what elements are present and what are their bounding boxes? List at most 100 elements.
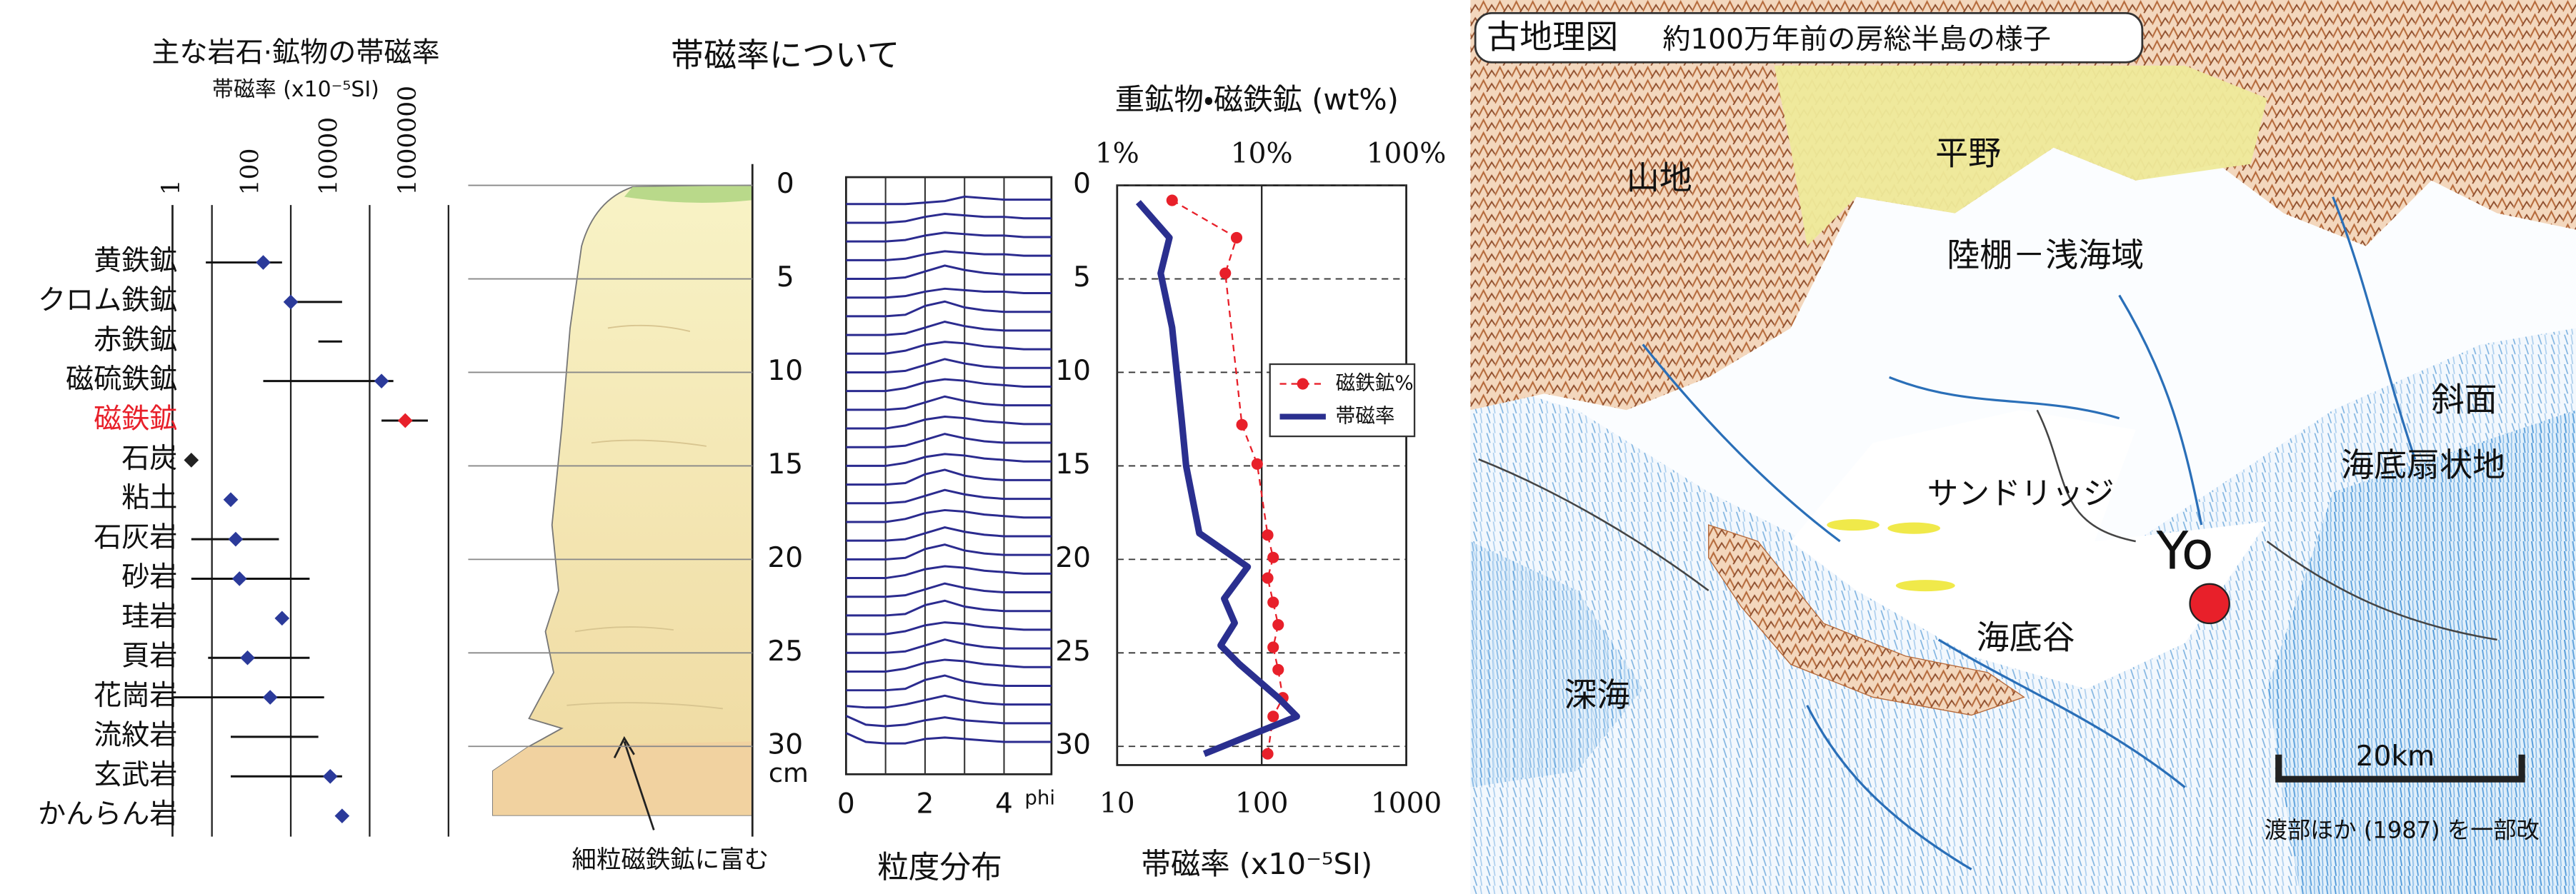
legend-label: 磁鉄鉱%	[1336, 371, 1414, 395]
data-point	[1267, 641, 1279, 653]
data-point	[1267, 597, 1279, 608]
data-point	[398, 413, 413, 428]
grain-curve	[846, 396, 1051, 410]
data-point	[224, 492, 239, 507]
data-point	[1262, 748, 1274, 760]
y-unit: cm	[769, 758, 809, 788]
core-drawing	[493, 164, 752, 837]
grain-curve	[846, 640, 1051, 653]
data-point	[184, 453, 199, 468]
category-label: 磁硫鉄鉱	[66, 363, 177, 396]
data-point	[1272, 664, 1284, 675]
grain-curve	[846, 566, 1051, 578]
grain-curve	[846, 583, 1051, 597]
chart-title: 主な岩石·鉱物の帯磁率	[151, 36, 439, 69]
category-label: 流紋岩	[94, 719, 177, 751]
grain-curve	[846, 470, 1051, 485]
y-tick-label: 25	[1055, 636, 1091, 668]
data-point	[323, 769, 338, 784]
data-point	[1267, 710, 1279, 722]
y-tick-label: 5	[1073, 261, 1091, 293]
grain-curve	[846, 233, 1051, 241]
map-credit: 渡部ほか (1987) を一部改	[2265, 817, 2540, 844]
data-point	[229, 532, 244, 547]
map-label: 斜面	[2432, 380, 2497, 418]
grain-curve	[846, 288, 1051, 297]
grain-curve	[846, 528, 1051, 541]
map-label: 山地	[1627, 159, 1692, 197]
legend-marker	[1297, 378, 1309, 390]
y-tick-label: 0	[1073, 168, 1091, 200]
category-label: 砂岩	[121, 561, 177, 593]
grain-curve	[846, 490, 1051, 503]
y-tick-label: 20	[767, 542, 803, 574]
y-tick-label: 30	[1055, 729, 1091, 761]
data-point	[1262, 573, 1274, 584]
x-tick-label: 10000	[315, 117, 344, 196]
grain-curve	[846, 434, 1051, 448]
grain-curve	[846, 545, 1051, 560]
grain-curve	[846, 266, 1051, 279]
x-tick-label: 0	[837, 788, 855, 820]
data-point	[1219, 268, 1231, 279]
map-label: 陸棚－浅海域	[1947, 236, 2144, 274]
category-label: 黄鉄鉱	[94, 245, 177, 277]
grain-curve	[846, 301, 1051, 316]
x-tick-label: 100	[236, 149, 264, 196]
x-tick-label: 100	[1235, 788, 1289, 820]
y-tick-label: 10	[1055, 355, 1091, 387]
x-tick-label: 4	[995, 788, 1013, 820]
y-tick-label: 15	[767, 448, 803, 481]
grain-curve	[846, 359, 1051, 373]
annotation: 細粒磁鉄鉱に富む	[571, 846, 769, 875]
category-label: かんらん岩	[38, 798, 177, 830]
grain-curve	[846, 623, 1051, 635]
data-point	[232, 571, 247, 586]
data-point	[240, 651, 255, 666]
data-point	[1267, 552, 1279, 563]
x-unit: phi	[1024, 786, 1055, 810]
chart-title: 帯磁率について	[671, 36, 899, 74]
data-point	[274, 611, 289, 626]
category-label: 石炭	[121, 443, 177, 475]
grain-curve	[846, 454, 1051, 466]
category-label: 玄武岩	[94, 759, 177, 791]
data-point	[1252, 458, 1263, 470]
y-tick-label: 20	[1055, 542, 1091, 574]
y-tick-label: 25	[767, 636, 803, 668]
category-label: 磁鉄鉱	[94, 403, 177, 436]
map-label: 深海	[1564, 675, 1629, 714]
grain-curve	[846, 196, 1051, 204]
category-label: 粘土	[121, 482, 177, 514]
data-point	[1167, 194, 1178, 206]
y-tick-label: 10	[767, 355, 803, 387]
paleogeographic-map: 古地理図 約100万年前の房総半島の様子 山地 平野 陸棚－浅海域 斜面 海底扇…	[1470, 0, 2576, 894]
data-point	[1262, 529, 1274, 541]
scale-label: 20km	[2356, 740, 2435, 773]
x-axis-label: 帯磁率 (x10⁻⁵SI)	[1141, 847, 1372, 881]
data-point	[374, 373, 389, 388]
category-label: 珪岩	[121, 601, 177, 633]
grain-curve	[846, 251, 1051, 260]
x-axis-label: 帯磁率 (x10⁻⁵SI)	[212, 77, 379, 102]
data-point	[1231, 232, 1242, 243]
category-label: クロム鉄鉱	[38, 284, 177, 316]
data-point	[284, 295, 299, 310]
grain-curve	[846, 214, 1051, 223]
grain-curve	[846, 417, 1051, 429]
grain-curve	[846, 675, 1051, 690]
grain-curve	[846, 716, 1051, 726]
grain-curve	[846, 660, 1051, 672]
figure: 古地理図 約100万年前の房総半島の様子 山地 平野 陸棚－浅海域 斜面 海底扇…	[0, 0, 2576, 894]
data-point	[263, 690, 278, 705]
grain-curve	[846, 321, 1051, 335]
legend-label: 帯磁率	[1336, 404, 1395, 428]
x2-tick-label: 10%	[1231, 138, 1293, 170]
grain-curve	[846, 510, 1051, 522]
data-point	[1272, 619, 1284, 631]
data-point	[1236, 419, 1247, 431]
y-tick-label: 30	[767, 729, 803, 761]
x-tick-label: 1	[157, 179, 186, 195]
grain-curve	[846, 601, 1051, 616]
x2-tick-label: 1%	[1095, 138, 1139, 170]
